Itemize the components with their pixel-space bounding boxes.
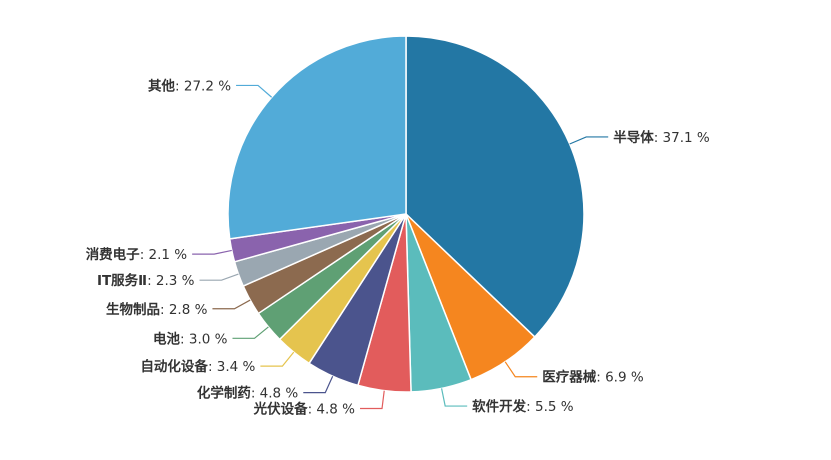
slice-6-label: 自动化设备: 3.4 % [140, 358, 255, 375]
slice-11-leader-line [236, 84, 273, 98]
slice-9-category-label: IT服务Ⅱ [97, 272, 147, 289]
pie-labels: 半导体: 37.1 % 医疗器械: 6.9 % 软件开发: 5.5 % 光伏设备: 4… [86, 77, 710, 417]
slice-1-category-label: 半导体 [613, 129, 654, 146]
slice-7-value-label: : 3.0 % [180, 331, 228, 347]
slice-11-label: 其他: 27.2 % [148, 77, 231, 94]
slice-10-value-label: : 2.1 % [140, 247, 188, 263]
slice-5-value-label: : 4.8 % [251, 386, 299, 402]
slice-6-leader-line [260, 351, 295, 367]
slice-7-category-label: 电池 [153, 330, 180, 347]
slice-5-category-label: 化学制药 [197, 385, 251, 402]
slice-8-leader-line [212, 299, 251, 310]
slice-4-value-label: : 4.8 % [308, 402, 356, 418]
slice-2-leader-line [504, 361, 538, 378]
slice-8-value-label: : 2.8 % [160, 302, 208, 318]
slice-10-label: 消费电子: 2.1 % [86, 246, 188, 263]
slice-6-value-label: : 3.4 % [208, 359, 256, 375]
slice-11-value-label: : 27.2 % [175, 78, 231, 94]
slice-4-category-label: 光伏设备 [253, 401, 308, 418]
slice-3-label: 软件开发: 5.5 % [472, 398, 574, 415]
slice-2-label: 医疗器械: 6.9 % [542, 369, 644, 386]
slice-7-leader-line [232, 326, 269, 339]
slice-3-category-label: 软件开发 [472, 398, 526, 415]
slice-8-category-label: 生物制品 [106, 301, 160, 318]
slice-3-leader-line [440, 388, 468, 407]
slice-11[interactable] [227, 35, 407, 240]
slice-5-leader-line [303, 375, 334, 394]
slice-10-category-label: 消费电子 [86, 246, 140, 263]
slice-9-leader-line [199, 273, 239, 281]
slice-1-label: 半导体: 37.1 % [613, 129, 710, 146]
slice-1-value-label: : 37.1 % [654, 130, 710, 146]
slice-4-label: 光伏设备: 4.8 % [253, 401, 356, 418]
slice-9-label: IT服务Ⅱ: 2.3 % [97, 272, 195, 289]
slice-1-leader-line [569, 136, 609, 145]
slice-2-category-label: 医疗器械 [542, 369, 596, 386]
slice-5-label: 化学制药: 4.8 % [197, 385, 299, 402]
pie-slices [227, 35, 585, 393]
slice-3-value-label: : 5.5 % [526, 399, 574, 415]
slice-10-leader-line [192, 249, 232, 255]
slice-1[interactable] [405, 35, 585, 338]
pie-leader-lines [192, 84, 609, 410]
slice-4-leader-line [360, 390, 385, 410]
slice-8-label: 生物制品: 2.8 % [106, 301, 208, 318]
slice-2-value-label: : 6.9 % [596, 370, 644, 386]
slice-6-category-label: 自动化设备 [140, 358, 208, 375]
slice-11-category-label: 其他 [148, 77, 175, 94]
slice-7-label: 电池: 3.0 % [153, 330, 228, 347]
slice-9-value-label: : 2.3 % [147, 273, 195, 289]
